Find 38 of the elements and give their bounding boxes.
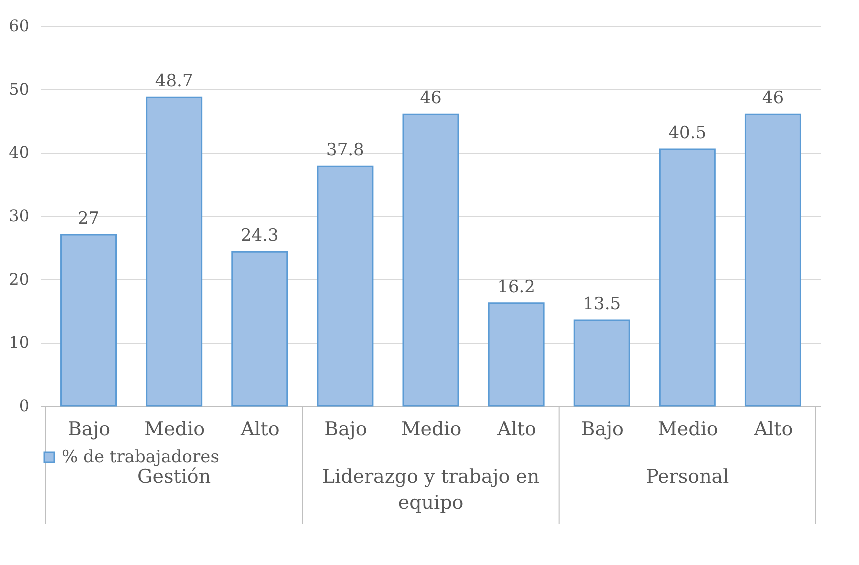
data-label: 16.2 — [498, 277, 536, 298]
bar — [317, 166, 374, 407]
x-tick-label: Medio — [401, 418, 462, 440]
x-tick-label: Alto — [240, 418, 280, 440]
bar — [402, 114, 460, 407]
legend-label: % de trabajadores — [62, 448, 220, 468]
y-tick-label: 0 — [19, 396, 30, 416]
data-label: 40.5 — [668, 124, 707, 144]
y-tick-label: 40 — [9, 143, 30, 162]
bar — [574, 320, 630, 407]
y-tick-label: 60 — [9, 16, 30, 36]
bar — [146, 96, 203, 407]
data-label: 46 — [420, 88, 442, 109]
data-label: 27 — [78, 209, 100, 229]
x-tick-label: Bajo — [68, 418, 111, 440]
y-tick-label: 30 — [9, 206, 30, 226]
data-label: 46 — [762, 88, 784, 109]
text: Gestión — [138, 466, 212, 488]
x-tick-label: Alto — [496, 418, 536, 440]
text: Liderazgo y trabajo en equipo — [322, 466, 540, 514]
x-tick-label: Alto — [753, 418, 794, 440]
y-tick-label: 10 — [9, 333, 30, 352]
y-tick-label: 50 — [9, 80, 30, 99]
x-tick-label: Bajo — [324, 418, 368, 440]
x-tick-label: Medio — [658, 418, 718, 440]
data-label: 48.7 — [155, 72, 194, 92]
y-tick-label: 20 — [9, 270, 30, 289]
x-tick-label: Bajo — [581, 418, 624, 440]
bar — [232, 251, 288, 407]
data-label: 13.5 — [583, 294, 622, 314]
bar — [659, 148, 716, 407]
bar — [744, 114, 802, 407]
data-label: 24.3 — [240, 226, 279, 246]
bar — [488, 302, 545, 407]
data-label: 37.8 — [326, 140, 364, 161]
text: Personal — [646, 466, 730, 488]
bar — [60, 234, 118, 407]
x-tick-label: Medio — [144, 418, 206, 440]
